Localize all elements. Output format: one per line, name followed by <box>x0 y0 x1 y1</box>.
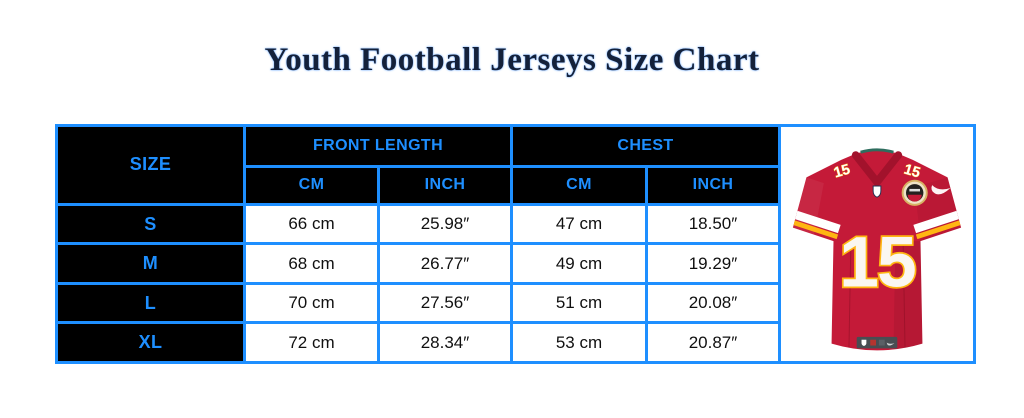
front-cm-cell: 68 cm <box>243 242 380 285</box>
header-size: SIZE <box>55 124 246 206</box>
front-cm-cell: 66 cm <box>243 203 380 246</box>
table-row: XL 72 cm 28.34″ 53 cm 20.87″ <box>55 321 975 364</box>
front-cm-cell: 70 cm <box>243 282 380 325</box>
jock-tag <box>856 336 898 349</box>
front-inch-cell: 27.56″ <box>377 282 513 325</box>
chest-cm-cell: 53 cm <box>510 321 648 364</box>
chest-cm-cell: 51 cm <box>510 282 648 325</box>
size-cell: M <box>55 242 246 285</box>
size-cell: S <box>55 203 246 246</box>
jersey-photo: 15 15 15 <box>792 148 962 351</box>
header-chest-cm: CM <box>510 164 648 206</box>
size-cell: XL <box>55 321 246 364</box>
table-row: S 66 cm 25.98″ 47 cm 18.50″ <box>55 203 975 246</box>
right-shoulder-number: 15 <box>902 162 922 182</box>
chest-inch-cell: 20.08″ <box>645 282 781 325</box>
front-cm-cell: 72 cm <box>243 321 380 364</box>
team-patch-icon <box>901 179 928 206</box>
chest-inch-cell: 20.87″ <box>645 321 781 364</box>
nike-swoosh-icon <box>931 185 951 195</box>
header-chest: CHEST <box>510 124 781 168</box>
chest-number: 15 <box>839 223 915 303</box>
table-row: L 70 cm 27.56″ 51 cm 20.08″ <box>55 282 975 325</box>
chest-cm-cell: 47 cm <box>510 203 648 246</box>
chest-inch-cell: 19.29″ <box>645 242 781 285</box>
front-inch-cell: 25.98″ <box>377 203 513 246</box>
chest-inch-cell: 18.50″ <box>645 203 781 246</box>
chest-cm-cell: 49 cm <box>510 242 648 285</box>
header-front-inch: INCH <box>377 164 513 206</box>
v-neck-collar <box>851 151 903 187</box>
header-chest-inch: INCH <box>645 164 781 206</box>
size-chart-table: SIZE FRONT LENGTH CHEST <box>55 124 976 364</box>
jersey-photo-cell: 15 15 15 <box>778 124 976 364</box>
nfl-shield-icon <box>872 185 882 198</box>
collar-trim <box>860 148 894 154</box>
header-front-cm: CM <box>243 164 380 206</box>
front-inch-cell: 28.34″ <box>377 321 513 364</box>
front-inch-cell: 26.77″ <box>377 242 513 285</box>
table-row: M 68 cm 26.77″ 49 cm 19.29″ <box>55 242 975 285</box>
page-title: Youth Football Jerseys Size Chart <box>264 42 760 78</box>
header-front-length: FRONT LENGTH <box>243 124 513 168</box>
left-shoulder-number: 15 <box>832 162 852 182</box>
size-cell: L <box>55 282 246 325</box>
